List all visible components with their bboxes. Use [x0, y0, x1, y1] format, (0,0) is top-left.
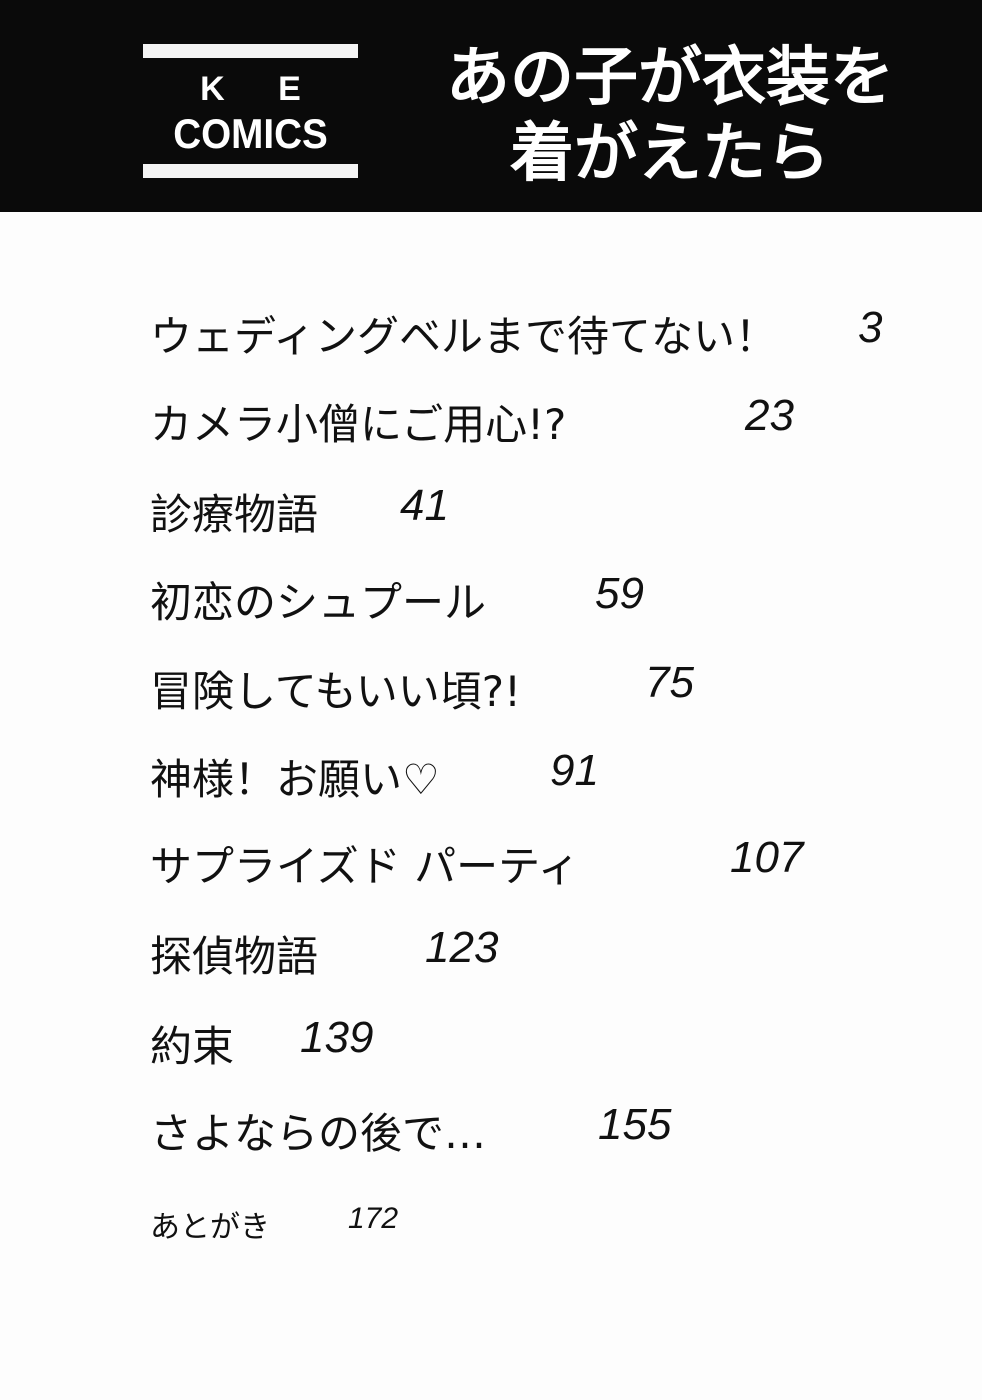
book-title-line1: あの子が衣装を — [446, 41, 894, 115]
toc-page: 123 — [425, 923, 499, 972]
toc-title: 診療物語 — [150, 490, 319, 539]
toc-page: 139 — [300, 1013, 374, 1062]
toc-title: さよならの後で… — [150, 1109, 487, 1158]
toc-page: 59 — [595, 569, 644, 618]
logo-bar-top — [143, 44, 358, 58]
toc-page: 3 — [858, 303, 883, 352]
ke-comics-logo: K E COMICS — [143, 40, 358, 180]
toc-title: 約束 — [150, 1022, 235, 1071]
toc-page: 41 — [400, 481, 449, 530]
book-title-line2: 着がえたら — [510, 117, 830, 191]
toc-title: サプライズド パーティ — [150, 842, 580, 891]
toc-page: 91 — [550, 746, 599, 795]
toc-page: 23 — [745, 391, 794, 440]
logo-comics: COMICS — [173, 110, 328, 157]
toc-page: 75 — [645, 658, 694, 707]
toc-title: カメラ小僧にご用心!? — [150, 400, 567, 449]
toc-title: 冒険してもいい頃?! — [150, 667, 521, 716]
toc-title: 初恋のシュプール — [150, 578, 487, 627]
toc-page: 107 — [730, 833, 804, 882]
book-title: あの子が衣装を 着がえたら — [410, 40, 930, 192]
toc-title: 神様！お願い♡ — [150, 755, 440, 804]
logo-ke: K E — [200, 70, 323, 108]
header-banner: K E COMICS あの子が衣装を 着がえたら — [0, 0, 982, 212]
toc-title: 探偵物語 — [150, 932, 319, 981]
toc-title: あとがき — [150, 1210, 270, 1245]
toc-title: ウェディングベルまで待てない！ — [150, 312, 778, 361]
logo-bar-bottom — [143, 164, 358, 178]
toc-page: 155 — [598, 1100, 672, 1149]
toc-page: 172 — [348, 1202, 399, 1235]
